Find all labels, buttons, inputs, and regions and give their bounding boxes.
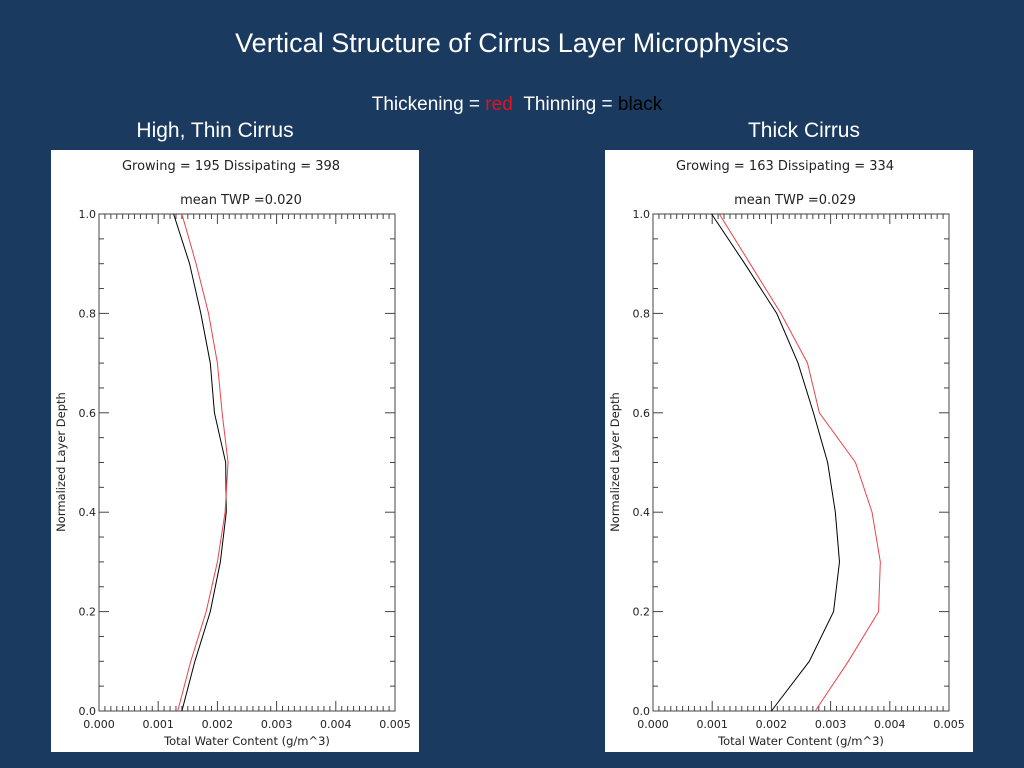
x-tick-label: 0.000	[637, 718, 669, 731]
x-tick-label: 0.004	[874, 718, 906, 731]
x-axis-label: Total Water Content (g/m^3)	[163, 734, 330, 748]
x-tick-label: 0.001	[142, 718, 174, 731]
chart-thick-cirrus: Growing = 163 Dissipating = 334 mean TWP …	[605, 150, 973, 752]
chart-svg: Growing = 195 Dissipating = 398 mean TWP …	[54, 159, 411, 748]
chart-subtitle: mean TWP =0.029	[734, 193, 856, 208]
x-tick-label: 0.000	[83, 718, 115, 731]
series-line-thinning	[173, 213, 227, 712]
legend-thickening-label: Thickening =	[371, 94, 486, 115]
y-tick-label: 0.0	[79, 705, 97, 718]
y-tick-label: 0.2	[79, 606, 97, 619]
color-legend: Thickening = red Thinning = black	[0, 94, 1024, 116]
plot-frame	[652, 213, 950, 712]
y-tick-label: 0.6	[79, 407, 97, 420]
chart-svg: Growing = 163 Dissipating = 334 mean TWP …	[608, 159, 965, 748]
panel-title-thin-cirrus: High, Thin Cirrus	[136, 119, 294, 142]
x-tick-label: 0.003	[815, 718, 847, 731]
series-line-thickening	[718, 213, 881, 712]
chart-thin-cirrus: Growing = 195 Dissipating = 398 mean TWP …	[51, 150, 419, 752]
x-tick-label: 0.005	[933, 718, 965, 731]
y-tick-label: 1.0	[79, 208, 97, 221]
panel-title-thick-cirrus: Thick Cirrus	[747, 119, 860, 142]
y-tick-label: 0.4	[633, 506, 651, 519]
x-tick-label: 0.001	[696, 718, 728, 731]
chart-header: Growing = 163 Dissipating = 334	[676, 159, 894, 174]
x-tick-label: 0.002	[202, 718, 234, 731]
chart-subtitle: mean TWP =0.020	[180, 193, 302, 208]
legend-red: red	[485, 94, 513, 115]
y-axis-label: Normalized Layer Depth	[608, 392, 622, 532]
y-axis-label: Normalized Layer Depth	[54, 392, 68, 532]
y-tick-label: 0.0	[633, 705, 651, 718]
y-tick-label: 0.8	[633, 307, 651, 320]
x-axis-label: Total Water Content (g/m^3)	[717, 734, 884, 748]
y-tick-label: 0.2	[633, 606, 651, 619]
x-tick-label: 0.003	[261, 718, 293, 731]
plot-frame	[98, 213, 396, 712]
y-tick-label: 0.4	[79, 506, 97, 519]
x-tick-label: 0.004	[320, 718, 352, 731]
chart-header: Growing = 195 Dissipating = 398	[122, 159, 340, 174]
legend-black: black	[617, 94, 663, 115]
y-tick-label: 0.8	[79, 307, 97, 320]
x-tick-label: 0.005	[379, 718, 411, 731]
series-line-thinning	[711, 213, 840, 712]
y-tick-label: 0.6	[633, 407, 651, 420]
slide-title: Vertical Structure of Cirrus Layer Micro…	[235, 28, 789, 58]
series-line-thickening	[177, 213, 229, 712]
y-tick-label: 1.0	[633, 208, 651, 221]
legend-thinning-label: Thinning =	[523, 94, 618, 115]
x-tick-label: 0.002	[756, 718, 788, 731]
